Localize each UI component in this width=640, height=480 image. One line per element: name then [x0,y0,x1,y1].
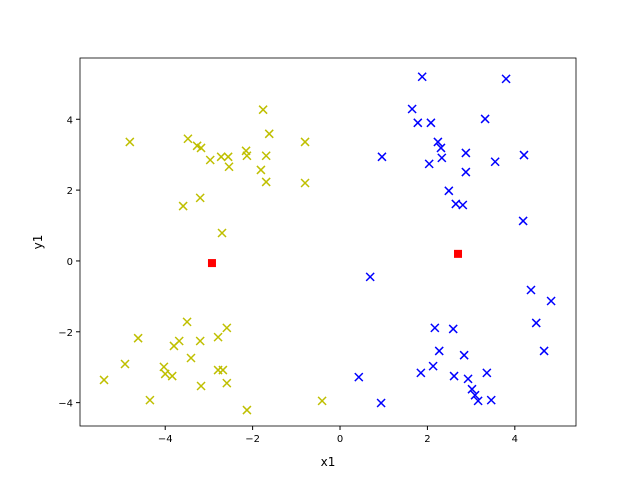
point-marker [458,200,468,210]
point-marker [242,405,252,415]
point-marker [224,162,234,172]
point-marker [449,371,459,381]
x-tick-label: 2 [424,434,430,445]
point-marker [518,216,528,226]
point-marker [222,378,232,388]
point-marker [205,155,215,165]
point-marker [546,296,556,306]
point-marker [300,137,310,147]
plot-frame [79,57,577,427]
x-tick-label: 4 [512,434,518,445]
point-marker [365,272,375,282]
point-marker [125,137,135,147]
point-marker [145,395,155,405]
point-marker [213,332,223,342]
point-marker [377,152,387,162]
point-marker [531,318,541,328]
point-marker [261,177,271,187]
point-marker [120,359,130,369]
point-marker [167,371,177,381]
point-marker [195,193,205,203]
point-marker [182,317,192,327]
y-tick-label: 0 [67,257,73,268]
x-tick-label: −2 [245,434,260,445]
point-marker [463,374,473,384]
point-marker [448,324,458,334]
point-marker [376,398,386,408]
point-marker [424,159,434,169]
point-marker [480,114,490,124]
x-tick-label: 0 [337,434,343,445]
point-marker [437,153,447,163]
point-marker [256,165,266,175]
point-marker [159,362,169,372]
point-marker [354,372,364,382]
point-marker [430,323,440,333]
y-tick-label: 4 [67,115,73,126]
point-marker [195,336,205,346]
y-tick-label: −2 [58,328,73,339]
point-marker [426,118,436,128]
point-marker [482,368,492,378]
point-marker [300,178,310,188]
point-marker [473,396,483,406]
point-marker [490,157,500,167]
x-axis-label: x1 [321,455,336,469]
point-marker [160,369,170,379]
point-marker [183,134,193,144]
point-marker [317,396,327,406]
point-marker [434,346,444,356]
point-marker [519,150,529,160]
point-marker [407,104,417,114]
centroid-marker [207,259,216,268]
point-marker [261,151,271,161]
point-marker [539,346,549,356]
point-marker [258,105,268,115]
y-axis-label: y1 [31,235,45,250]
point-marker [264,129,274,139]
point-marker [186,353,196,363]
point-marker [470,390,480,400]
point-marker [223,152,233,162]
point-marker [169,341,179,351]
y-tick-label: −4 [58,399,73,410]
point-marker [451,199,461,209]
point-marker [416,368,426,378]
point-marker [467,384,477,394]
point-marker [444,186,454,196]
point-marker [436,143,446,153]
point-marker [433,137,443,147]
point-marker [461,167,471,177]
point-marker [459,350,469,360]
point-marker [417,72,427,82]
point-marker [196,381,206,391]
point-marker [413,118,423,128]
point-marker [486,395,496,405]
point-marker [99,375,109,385]
point-marker [133,333,143,343]
point-marker [196,143,206,153]
point-marker [216,152,226,162]
point-marker [222,323,232,333]
point-marker [178,201,188,211]
point-marker [218,365,228,375]
x-tick-label: −4 [158,434,173,445]
point-marker [428,361,438,371]
centroid-marker [454,249,463,258]
point-marker [526,285,536,295]
point-marker [501,74,511,84]
point-marker [217,228,227,238]
y-tick-label: 2 [67,186,73,197]
point-marker [242,151,252,161]
point-marker [461,148,471,158]
